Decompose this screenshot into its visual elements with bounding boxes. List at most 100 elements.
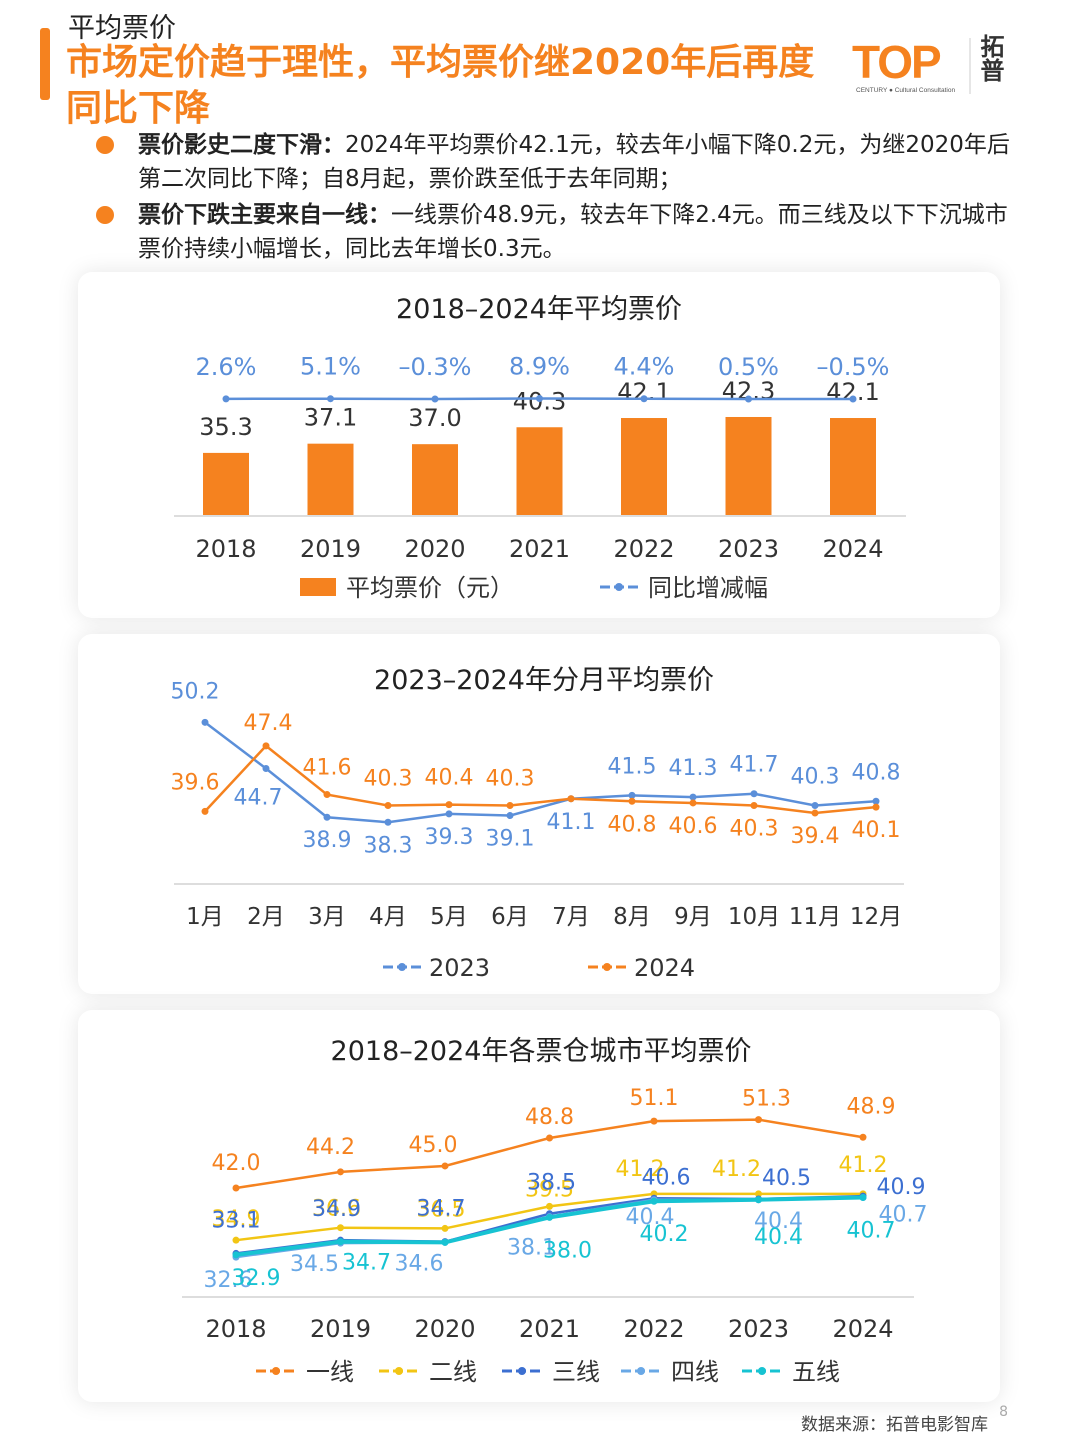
bullet-item: 票价下跌主要来自一线：一线票价48.9元，较去年下降2.4元。而三线及以下下沉城…	[96, 198, 1026, 266]
data-point	[628, 797, 636, 805]
data-point	[755, 1116, 762, 1124]
data-point	[750, 801, 758, 809]
x-tick-label: 2月	[247, 904, 285, 930]
data-label: 32.9	[232, 1266, 281, 1291]
bullet-heading: 票价影史二度下滑：	[138, 132, 345, 158]
data-point	[441, 1224, 449, 1232]
data-point	[750, 790, 758, 798]
bullet-text: 2024年平均票价42.1元，较去年小幅下降0.2元，为继2020年后第二次同比…	[138, 132, 1010, 192]
x-tick-label: 2019	[310, 1315, 371, 1343]
legend-label: 2024	[634, 954, 695, 982]
data-label: 40.7	[847, 1219, 896, 1244]
data-label: 44.2	[306, 1135, 355, 1160]
data-label-2023: 38.3	[364, 833, 413, 858]
data-point	[323, 813, 331, 821]
data-label-2023: 41.5	[608, 754, 657, 779]
data-label: 34.7	[342, 1251, 391, 1276]
data-label: 36.5	[417, 1197, 466, 1222]
data-point	[384, 801, 392, 809]
data-point	[689, 793, 697, 801]
data-point	[445, 810, 453, 818]
yoy-value-label: 8.9%	[509, 352, 570, 380]
data-label: 51.1	[630, 1086, 679, 1111]
data-label: 40.5	[762, 1166, 811, 1191]
bar	[725, 416, 772, 516]
chart-title: 2023–2024年分月平均票价	[374, 665, 714, 696]
data-label: 41.2	[839, 1153, 888, 1178]
data-source: 数据来源：拓普电影智库	[801, 1415, 988, 1435]
data-label: 38.1	[507, 1236, 556, 1261]
data-label: 42.0	[212, 1151, 261, 1176]
data-label: 40.4	[754, 1209, 803, 1234]
bullet-dot	[96, 136, 114, 154]
legend-label: 四线	[671, 1358, 719, 1386]
data-point	[232, 1236, 240, 1244]
bar-value-label: 37.1	[304, 404, 357, 432]
legend-label: 三线	[552, 1358, 600, 1386]
monthly-price-chart: 2023–2024年分月平均票价 1月 2月 3月 4月 5月 6月 7月 8月 9月 10月 11月…	[171, 665, 904, 982]
yoy-value-label: –0.3%	[399, 353, 472, 381]
legend-label: 2023	[429, 954, 490, 982]
x-tick-label: 1月	[186, 904, 224, 930]
legend-swatch-point	[637, 1367, 645, 1375]
legend-label: 同比增减幅	[648, 574, 768, 602]
data-label-2024: 40.1	[852, 818, 901, 843]
data-point	[755, 1190, 762, 1198]
legend-swatch-point	[398, 963, 406, 971]
data-label-2023: 41.3	[669, 756, 718, 781]
yoy-point	[327, 395, 334, 403]
data-point	[859, 1194, 867, 1202]
data-label-2024: 40.3	[730, 816, 779, 841]
data-label: 38.5	[527, 1171, 576, 1196]
data-label-2024: 47.4	[244, 711, 293, 736]
page-headline: 市场定价趋于理性，平均票价继2020年后再度同比下降	[66, 42, 815, 129]
yoy-point	[640, 395, 648, 403]
logo-cn: 拓普	[976, 34, 1004, 82]
data-label-2024: 40.6	[669, 814, 718, 839]
data-point	[201, 718, 209, 726]
data-point	[384, 818, 392, 826]
x-tick-label: 2020	[404, 535, 465, 563]
data-label: 48.9	[847, 1094, 896, 1119]
data-label: 48.8	[525, 1105, 574, 1130]
x-tick-label: 4月	[369, 904, 407, 930]
x-tick-label: 10月	[728, 904, 780, 930]
bar-value-label: 37.0	[408, 404, 461, 432]
x-tick-label: 2021	[509, 535, 570, 563]
data-label: 40.2	[640, 1222, 689, 1247]
data-point	[872, 803, 880, 811]
x-tick-label: 3月	[308, 904, 346, 930]
legend-swatch-point	[272, 1367, 280, 1375]
data-point	[755, 1196, 762, 1204]
x-tick-label: 2024	[832, 1315, 893, 1343]
bullet-dot	[96, 206, 114, 224]
data-label: 38.0	[543, 1238, 592, 1263]
data-label-2024: 41.6	[303, 756, 352, 781]
bullet-text: 一线票价48.9元，较去年下降2.4元。而三线及以下下沉城市票价持续小幅增长，同…	[138, 202, 1008, 262]
data-point	[232, 1184, 240, 1192]
legend-swatch-point	[518, 1367, 526, 1375]
bar	[516, 427, 563, 516]
yoy-point	[222, 395, 230, 403]
data-label: 36.6	[312, 1197, 361, 1222]
bar	[830, 418, 876, 516]
section-label: 平均票价	[68, 13, 176, 44]
data-label-2023: 41.1	[547, 810, 596, 835]
logo-wordmark: TOP	[852, 36, 941, 88]
data-label-2023: 41.7	[730, 753, 779, 778]
series-line	[204, 721, 877, 824]
yoy-value-label: –0.5%	[817, 353, 890, 381]
data-label: 45.0	[409, 1133, 458, 1158]
data-point	[262, 765, 270, 773]
data-label-2024: 40.8	[608, 812, 657, 837]
data-label-2023: 40.8	[852, 760, 901, 785]
data-point	[445, 801, 453, 809]
data-point	[323, 791, 331, 799]
data-point	[689, 799, 697, 807]
data-label-2023: 39.1	[486, 827, 535, 852]
data-label: 40.7	[879, 1203, 928, 1228]
x-tick-label: 5月	[430, 904, 468, 930]
legend-swatch-point	[395, 1367, 403, 1375]
data-label: 32.6	[204, 1268, 253, 1293]
data-point	[811, 809, 819, 817]
